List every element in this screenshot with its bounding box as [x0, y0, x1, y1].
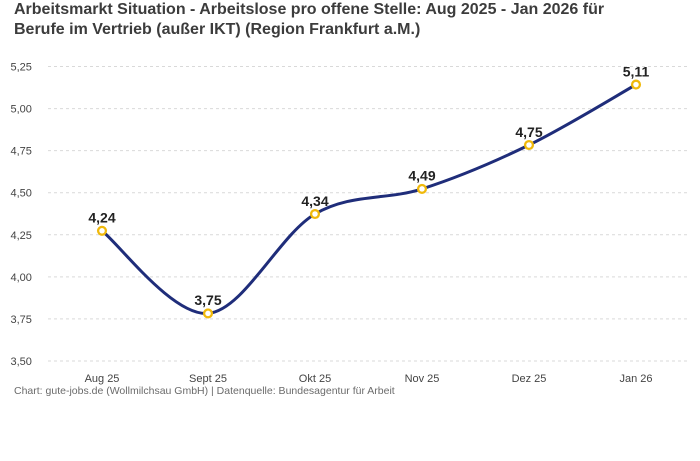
svg-text:4,25: 4,25 — [11, 230, 32, 242]
svg-text:5,00: 5,00 — [11, 103, 32, 115]
svg-text:3,50: 3,50 — [11, 356, 32, 368]
svg-text:Dez 25: Dez 25 — [512, 373, 547, 385]
svg-text:Aug 25: Aug 25 — [85, 373, 120, 385]
svg-text:3,75: 3,75 — [194, 292, 221, 308]
svg-text:4,75: 4,75 — [515, 124, 542, 140]
svg-text:5,11: 5,11 — [623, 63, 650, 79]
svg-text:4,00: 4,00 — [11, 272, 32, 284]
svg-text:Okt 25: Okt 25 — [299, 373, 331, 385]
svg-text:Sept 25: Sept 25 — [189, 373, 227, 385]
svg-text:4,34: 4,34 — [301, 193, 328, 209]
svg-text:4,50: 4,50 — [11, 187, 32, 199]
svg-text:Jan 26: Jan 26 — [619, 373, 652, 385]
svg-text:4,75: 4,75 — [11, 145, 32, 157]
svg-text:4,24: 4,24 — [88, 209, 115, 225]
svg-text:Nov 25: Nov 25 — [405, 373, 440, 385]
svg-text:3,75: 3,75 — [11, 314, 32, 326]
svg-text:5,25: 5,25 — [11, 61, 32, 73]
svg-text:4,49: 4,49 — [408, 167, 435, 183]
